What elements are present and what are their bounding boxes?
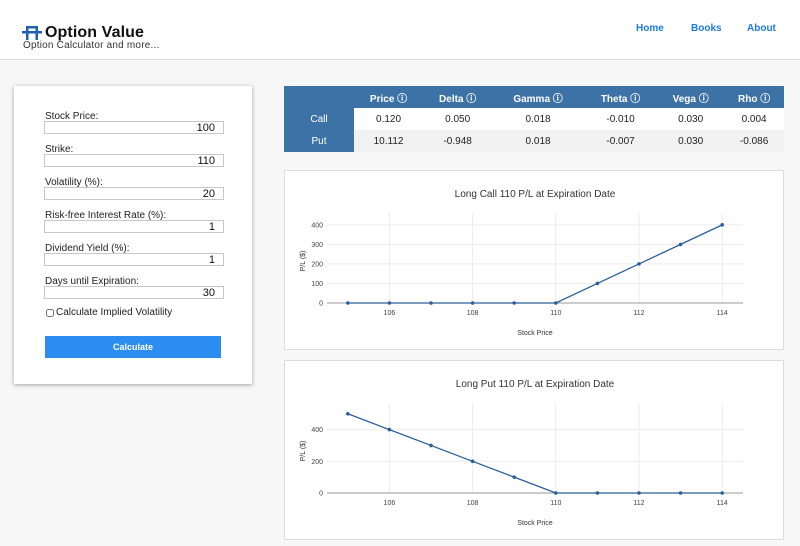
put-delta: -0.948: [423, 130, 493, 152]
x-tick-label: 108: [467, 500, 479, 507]
data-point: [554, 301, 558, 305]
x-tick-label: 106: [384, 500, 396, 507]
dividend-yield-label: Dividend Yield (%):: [45, 243, 130, 254]
x-tick-label: 110: [550, 310, 561, 317]
option-logo-icon: [22, 26, 42, 40]
y-tick-label: 200: [311, 459, 323, 466]
data-point: [720, 491, 724, 495]
put-gamma: 0.018: [492, 130, 584, 152]
col-delta-header[interactable]: Delta ⓘ: [423, 86, 493, 108]
x-tick-label: 108: [467, 310, 479, 317]
y-axis-label: P/L ($): [300, 441, 307, 462]
data-point: [346, 301, 350, 305]
call-price: 0.120: [354, 108, 424, 130]
data-point: [470, 459, 475, 464]
call-gamma: 0.018: [492, 108, 584, 130]
strike-label: Strike:: [45, 144, 74, 155]
call-payoff-svg: Long Call 110 P/L at Expiration Date 0 100…: [300, 189, 743, 337]
x-tick-label: 114: [717, 310, 728, 317]
y-tick-label: 100: [311, 281, 323, 288]
table-row-put: Put 10.112 -0.948 0.018 -0.007 0.030 -0.…: [284, 130, 784, 152]
volatility-input[interactable]: [44, 187, 224, 200]
top-bar: Option Value Option Calculator and more.…: [0, 0, 800, 60]
site-subtitle: Option Calculator and more...: [23, 40, 160, 51]
days-expiration-label: Days until Expiration:: [45, 276, 139, 287]
y-tick-label: 200: [311, 261, 323, 268]
y-tick-label: 0: [319, 491, 323, 498]
data-point: [637, 491, 641, 495]
data-point: [637, 262, 641, 266]
call-vega: 0.030: [657, 108, 725, 130]
data-point: [554, 491, 558, 495]
greeks-table: Price ⓘ Delta ⓘ Gamma ⓘ Theta ⓘ Vega ⓘ R…: [284, 86, 784, 152]
y-axis-label: P/L ($): [300, 251, 307, 272]
nav-home-link[interactable]: Home: [636, 23, 664, 34]
calculate-button[interactable]: Calculate: [45, 336, 221, 358]
call-rho: 0.004: [724, 108, 784, 130]
chart-title: Long Call 110 P/L at Expiration Date: [455, 189, 616, 200]
row-label-put: Put: [284, 130, 354, 152]
brand[interactable]: Option Value: [22, 24, 144, 42]
interest-rate-input[interactable]: [44, 220, 224, 233]
stock-price-label: Stock Price:: [45, 111, 99, 122]
call-payoff-chart: Long Call 110 P/L at Expiration Date 0 100…: [284, 170, 784, 350]
put-vega: 0.030: [657, 130, 725, 152]
interest-rate-label: Risk-free Interest Rate (%):: [45, 210, 167, 221]
data-point: [678, 491, 683, 495]
data-point: [387, 427, 392, 432]
x-tick-label: 114: [717, 500, 728, 507]
nav-books-link[interactable]: Books: [691, 23, 722, 34]
x-axis-label: Stock Price: [517, 520, 553, 527]
data-point: [595, 491, 600, 495]
data-point: [429, 301, 433, 305]
nav-about-link[interactable]: About: [747, 23, 776, 34]
data-point: [512, 301, 516, 305]
implied-volatility-option[interactable]: Calculate Implied Volatility: [46, 307, 172, 318]
payoff-line: [347, 224, 723, 304]
col-price-header[interactable]: Price ⓘ: [354, 86, 424, 108]
put-payoff-svg: Long Put 110 P/L at Expiration Date 0 200 4…: [300, 379, 743, 527]
col-rho-header[interactable]: Rho ⓘ: [724, 86, 784, 108]
data-point: [678, 242, 683, 247]
call-delta: 0.050: [423, 108, 493, 130]
x-axis-label: Stock Price: [517, 330, 553, 337]
x-tick-label: 106: [384, 310, 396, 317]
data-point: [470, 301, 475, 305]
y-tick-label: 400: [311, 427, 323, 434]
payoff-line: [347, 413, 723, 494]
implied-volatility-checkbox[interactable]: [46, 308, 54, 317]
x-tick-label: 112: [633, 500, 644, 507]
data-point: [512, 475, 516, 479]
implied-volatility-label: Calculate Implied Volatility: [56, 307, 173, 318]
put-theta: -0.007: [583, 130, 658, 152]
col-vega-header[interactable]: Vega ⓘ: [657, 86, 725, 108]
x-tick-label: 110: [550, 500, 561, 507]
table-corner: [284, 86, 354, 108]
x-tick-label: 112: [633, 310, 644, 317]
row-label-call: Call: [284, 108, 354, 130]
y-tick-label: 300: [311, 242, 323, 249]
chart-title: Long Put 110 P/L at Expiration Date: [456, 379, 615, 390]
site-title: Option Value: [45, 24, 144, 41]
put-payoff-chart: Long Put 110 P/L at Expiration Date 0 200 4…: [284, 360, 784, 540]
y-tick-label: 0: [319, 301, 323, 308]
col-theta-header[interactable]: Theta ⓘ: [583, 86, 658, 108]
put-price: 10.112: [354, 130, 424, 152]
data-point: [720, 223, 724, 227]
strike-input[interactable]: [44, 154, 224, 167]
volatility-label: Volatility (%):: [45, 177, 103, 188]
data-point: [346, 411, 350, 416]
table-row-call: Call 0.120 0.050 0.018 -0.010 0.030 0.00…: [284, 108, 784, 130]
col-gamma-header[interactable]: Gamma ⓘ: [492, 86, 584, 108]
data-point: [387, 301, 392, 305]
dividend-yield-input[interactable]: [44, 253, 224, 266]
y-tick-label: 400: [311, 222, 323, 229]
put-rho: -0.086: [724, 130, 784, 152]
data-point: [595, 281, 600, 286]
call-theta: -0.010: [583, 108, 658, 130]
stock-price-input[interactable]: [44, 121, 224, 134]
days-expiration-input[interactable]: [44, 286, 224, 299]
calculator-form: Stock Price: Strike: Volatility (%): Ris…: [14, 86, 252, 384]
data-point: [429, 443, 433, 448]
